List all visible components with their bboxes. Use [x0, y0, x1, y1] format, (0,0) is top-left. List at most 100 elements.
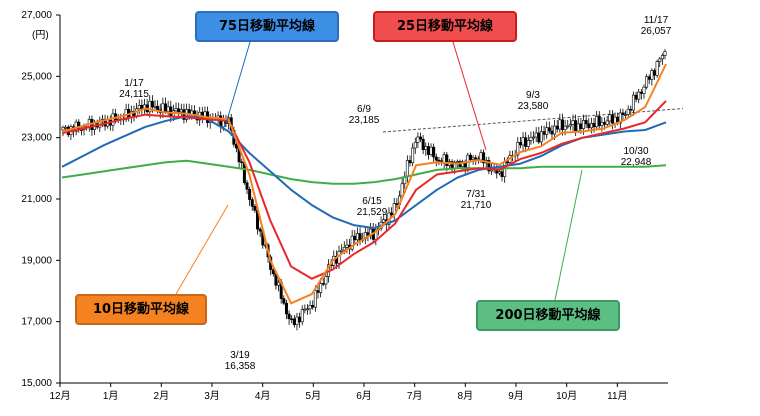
candle-body — [560, 119, 564, 131]
x-tick-label: 6月 — [356, 390, 372, 402]
candle-body — [537, 132, 541, 143]
candle-body — [497, 171, 501, 174]
candle-body — [308, 305, 312, 310]
candle-body — [558, 119, 562, 130]
x-tick-label: 2月 — [154, 390, 170, 402]
candle-body — [634, 94, 638, 100]
ma25-pointer — [452, 41, 487, 151]
candle-body — [424, 146, 428, 151]
y-tick-label: 23,000 — [21, 133, 52, 144]
annotation-value: 16,358 — [225, 361, 256, 372]
candle-body — [629, 108, 633, 111]
candle-body — [342, 247, 346, 251]
candle-body — [655, 61, 659, 76]
candle-body — [311, 305, 315, 308]
candle-body — [432, 146, 436, 158]
candle-body — [624, 114, 628, 116]
x-tick-label: 1月 — [103, 390, 119, 402]
candle-body — [64, 126, 68, 129]
annotation-value: 21,529 — [357, 207, 388, 218]
annotation-date: 1/17 — [124, 78, 144, 89]
annotation-date: 9/3 — [526, 90, 540, 101]
candle-body — [253, 206, 257, 211]
candle-body — [300, 309, 304, 323]
candle-body — [353, 235, 357, 241]
candle-body — [547, 127, 551, 132]
candle-body — [169, 106, 173, 117]
candle-body — [500, 171, 504, 177]
candle-body — [645, 76, 649, 88]
annotation-date: 6/15 — [362, 196, 382, 207]
ma25-label-box: 25日移動平均線 — [373, 11, 517, 42]
candle-body — [576, 123, 580, 132]
y-axis-tick-labels: (円) 27,000 25,000 23,000 21,000 19,000 17,000… — [21, 10, 52, 389]
candle-body — [442, 154, 446, 164]
candle-body — [313, 290, 317, 308]
annotation-date: 10/30 — [623, 146, 648, 157]
candle-body — [295, 316, 299, 326]
candle-body — [542, 131, 546, 135]
candle-body — [290, 318, 294, 321]
candle-body — [324, 276, 328, 285]
annotation-value: 22,948 — [621, 157, 652, 168]
ma10-pointer — [175, 204, 229, 295]
candle-body — [61, 127, 65, 131]
candle-body — [568, 124, 572, 127]
y-tick-label: 17,000 — [21, 317, 52, 328]
annotation-date: 7/31 — [466, 189, 486, 200]
ma75-label-box: 75日移動平均線 — [195, 11, 339, 42]
ma200-pointer — [554, 169, 583, 301]
candle-body — [177, 108, 181, 113]
candle-body — [287, 313, 291, 320]
candle-body — [574, 120, 578, 132]
candle-body — [245, 182, 249, 190]
candle-body — [621, 112, 625, 116]
y-unit-label: (円) — [32, 30, 49, 41]
x-tick-label: 12月 — [49, 390, 70, 402]
candle-body — [156, 105, 160, 111]
candle-body — [258, 228, 262, 232]
candle-body — [505, 161, 509, 164]
candle-body — [150, 100, 154, 108]
candle-body — [316, 290, 320, 293]
candle-body — [595, 116, 599, 128]
x-tick-label: 11月 — [607, 390, 627, 402]
candle-body — [298, 316, 302, 323]
candle-body — [566, 125, 570, 128]
annotation-value: 23,185 — [349, 115, 380, 126]
candle-body — [355, 233, 359, 241]
candle-body — [421, 138, 425, 151]
y-tick-label: 19,000 — [21, 255, 52, 266]
annotation-value: 24,115 — [119, 89, 149, 100]
candle-body — [487, 160, 491, 172]
candle-body — [597, 116, 601, 126]
y-tick-label: 25,000 — [21, 71, 52, 82]
candle-body — [350, 235, 354, 250]
candle-body — [600, 122, 604, 126]
candle-body — [445, 154, 449, 166]
candle-body — [563, 125, 567, 131]
candle-body — [603, 122, 607, 125]
candle-body — [413, 142, 417, 149]
candle-body — [589, 123, 593, 129]
annotation-date: 3/19 — [230, 350, 250, 361]
candle-body — [613, 116, 617, 124]
candle-body — [592, 123, 596, 128]
ma10-label-box: 10日移動平均線 — [75, 294, 207, 325]
candle-body — [271, 269, 275, 275]
candle-body — [545, 127, 549, 135]
candle-body — [553, 125, 557, 135]
candle-body — [587, 123, 591, 129]
candle-body — [584, 120, 588, 125]
candle-body — [408, 160, 412, 164]
candle-body — [471, 157, 475, 160]
candle-body — [660, 55, 664, 60]
candle-body — [390, 212, 394, 215]
y-tick-label: 21,000 — [21, 194, 52, 205]
candle-body — [518, 142, 522, 146]
ma75-line — [61, 115, 667, 230]
candle-body — [608, 114, 612, 122]
annotation-value: 21,710 — [461, 200, 492, 211]
candle-body — [426, 146, 430, 155]
